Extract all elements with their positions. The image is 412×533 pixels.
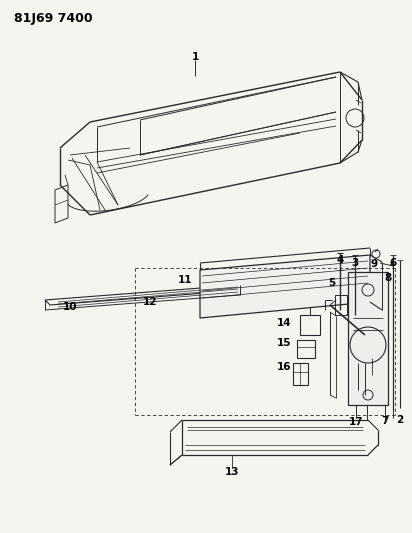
- Polygon shape: [200, 255, 370, 318]
- Text: 11: 11: [178, 275, 192, 285]
- Polygon shape: [348, 272, 388, 405]
- Text: 4: 4: [336, 255, 344, 265]
- Text: 12: 12: [143, 297, 157, 307]
- Text: 13: 13: [225, 467, 239, 477]
- Text: 1: 1: [192, 52, 199, 62]
- Text: 9: 9: [370, 259, 377, 269]
- Text: 17: 17: [349, 417, 363, 427]
- Text: 16: 16: [277, 362, 291, 372]
- Text: 8: 8: [384, 273, 392, 283]
- Text: 81J69 7400: 81J69 7400: [14, 12, 93, 25]
- Text: 10: 10: [63, 302, 77, 312]
- Text: 6: 6: [389, 258, 397, 268]
- Text: 5: 5: [328, 278, 336, 288]
- Text: 14: 14: [277, 318, 291, 328]
- Text: 3: 3: [351, 258, 358, 268]
- Text: 15: 15: [277, 338, 291, 348]
- Text: 7: 7: [382, 416, 389, 426]
- Text: 2: 2: [396, 415, 404, 425]
